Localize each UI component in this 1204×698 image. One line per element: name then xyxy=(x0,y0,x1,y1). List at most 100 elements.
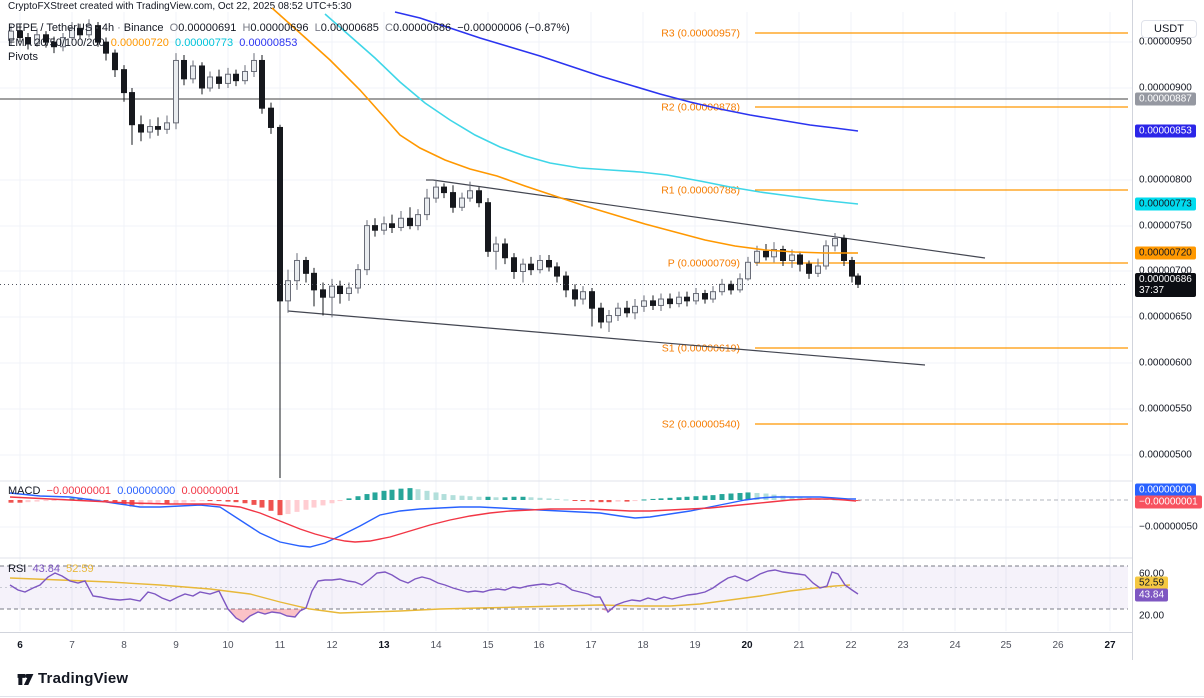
macd-histogram-bar[interactable] xyxy=(572,500,578,501)
candle[interactable] xyxy=(311,272,317,291)
candle[interactable] xyxy=(121,69,127,94)
macd-histogram-bar[interactable] xyxy=(303,500,309,510)
macd-histogram-bar[interactable] xyxy=(268,500,274,511)
candle[interactable] xyxy=(337,285,343,295)
candle[interactable] xyxy=(112,52,118,71)
candle[interactable] xyxy=(43,34,49,43)
candle[interactable] xyxy=(728,283,734,291)
macd-histogram-bar[interactable] xyxy=(95,499,101,501)
candle[interactable] xyxy=(424,197,430,216)
candle[interactable] xyxy=(320,289,326,298)
macd-histogram-bar[interactable] xyxy=(598,500,604,503)
candle[interactable] xyxy=(329,285,335,298)
candle[interactable] xyxy=(832,237,838,247)
candle[interactable] xyxy=(702,293,708,300)
price-level-badge[interactable]: 0.00000773 xyxy=(1135,197,1196,211)
macd-histogram-bar[interactable] xyxy=(381,490,387,500)
candle[interactable] xyxy=(25,37,31,45)
macd-histogram-bar[interactable] xyxy=(329,500,335,504)
rsi-ma-line[interactable] xyxy=(9,577,851,614)
macd-histogram-bar[interactable] xyxy=(502,497,508,500)
macd-histogram-bar[interactable] xyxy=(216,500,222,502)
candle[interactable] xyxy=(164,122,170,130)
candle[interactable] xyxy=(745,261,751,280)
macd-histogram-bar[interactable] xyxy=(650,498,656,500)
candle[interactable] xyxy=(129,92,135,126)
macd-histogram-bar[interactable] xyxy=(467,496,473,500)
macd-histogram-bar[interactable] xyxy=(294,500,300,512)
candle[interactable] xyxy=(294,259,300,282)
candle[interactable] xyxy=(459,197,465,208)
candle[interactable] xyxy=(398,217,404,228)
candle[interactable] xyxy=(173,59,179,124)
candle[interactable] xyxy=(676,296,682,305)
macd-histogram-bar[interactable] xyxy=(164,500,170,505)
ema100-line[interactable] xyxy=(394,11,859,132)
macd-signal-line[interactable] xyxy=(9,496,857,543)
rsi-value-badge[interactable]: 52.59 xyxy=(1135,576,1169,590)
candle[interactable] xyxy=(476,190,482,204)
candle[interactable] xyxy=(242,70,248,82)
candle[interactable] xyxy=(17,30,23,39)
candle[interactable] xyxy=(259,59,265,109)
macd-histogram-bar[interactable] xyxy=(658,498,664,500)
candle[interactable] xyxy=(103,41,109,54)
macd-value-badge[interactable]: −0.00000001 xyxy=(1135,495,1202,509)
candle[interactable] xyxy=(181,59,187,80)
macd-histogram-bar[interactable] xyxy=(476,496,482,500)
macd-histogram-bar[interactable] xyxy=(684,496,690,500)
macd-histogram-bar[interactable] xyxy=(589,500,595,502)
macd-histogram-bar[interactable] xyxy=(103,500,109,501)
ema-legend[interactable]: EMA 20/50/100/200 0.00000720 0.00000773 … xyxy=(8,37,297,49)
macd-histogram-bar[interactable] xyxy=(719,494,725,500)
macd-legend[interactable]: MACD −0.00000001 0.00000000 0.00000001 xyxy=(8,485,240,497)
macd-histogram-bar[interactable] xyxy=(207,500,213,502)
candle[interactable] xyxy=(624,307,630,314)
macd-histogram-bar[interactable] xyxy=(855,500,861,502)
macd-histogram-bar[interactable] xyxy=(242,500,248,504)
candle[interactable] xyxy=(771,248,777,258)
time-axis[interactable]: 6 7 8 9 10 11 12 13 14 15 16 17 18 19 20 21 22 23 24 25 26 27 xyxy=(0,632,1132,659)
macd-histogram-bar[interactable] xyxy=(147,500,153,504)
candle[interactable] xyxy=(450,192,456,208)
macd-histogram-bar[interactable] xyxy=(745,492,751,500)
symbol-name[interactable]: PEPE / TetherUS xyxy=(8,22,93,34)
interval-label[interactable]: 4h xyxy=(101,22,115,34)
macd-histogram-bar[interactable] xyxy=(624,500,630,502)
macd-histogram-bar[interactable] xyxy=(615,500,621,502)
macd-histogram-bar[interactable] xyxy=(737,492,743,500)
macd-histogram-bar[interactable] xyxy=(450,495,456,500)
macd-histogram-bar[interactable] xyxy=(25,500,31,503)
rsi-value-badge[interactable]: 43.84 xyxy=(1135,588,1169,602)
macd-histogram-bar[interactable] xyxy=(641,499,647,501)
candle[interactable] xyxy=(528,263,534,271)
candle[interactable] xyxy=(815,265,821,274)
macd-histogram-bar[interactable] xyxy=(485,496,491,500)
currency-toggle-button[interactable]: USDT xyxy=(1141,20,1197,38)
macd-histogram-bar[interactable] xyxy=(259,500,265,508)
candle[interactable] xyxy=(233,73,239,82)
macd-histogram-bar[interactable] xyxy=(546,498,552,500)
tradingview-wordmark[interactable]: TradingView xyxy=(38,670,129,687)
candle[interactable] xyxy=(86,25,92,36)
macd-histogram-bar[interactable] xyxy=(632,500,638,502)
macd-histogram-bar[interactable] xyxy=(797,497,803,500)
macd-histogram-bar[interactable] xyxy=(199,500,205,502)
macd-histogram-bar[interactable] xyxy=(693,496,699,500)
candle[interactable] xyxy=(207,76,213,89)
macd-histogram-bar[interactable] xyxy=(563,499,569,501)
candle[interactable] xyxy=(381,223,387,231)
rsi-label[interactable]: RSI xyxy=(8,563,27,575)
candle[interactable] xyxy=(268,107,274,128)
macd-histogram-bar[interactable] xyxy=(8,500,14,503)
candle[interactable] xyxy=(806,263,812,274)
candle[interactable] xyxy=(251,59,257,72)
candle[interactable] xyxy=(415,214,421,227)
ema50-line[interactable] xyxy=(324,13,859,205)
ema20-line[interactable] xyxy=(271,7,858,254)
candle[interactable] xyxy=(693,293,699,302)
candle[interactable] xyxy=(823,245,829,267)
candle[interactable] xyxy=(493,243,499,252)
macd-value-badge[interactable]: 0.00000000 xyxy=(1135,483,1196,497)
candle[interactable] xyxy=(719,283,725,293)
